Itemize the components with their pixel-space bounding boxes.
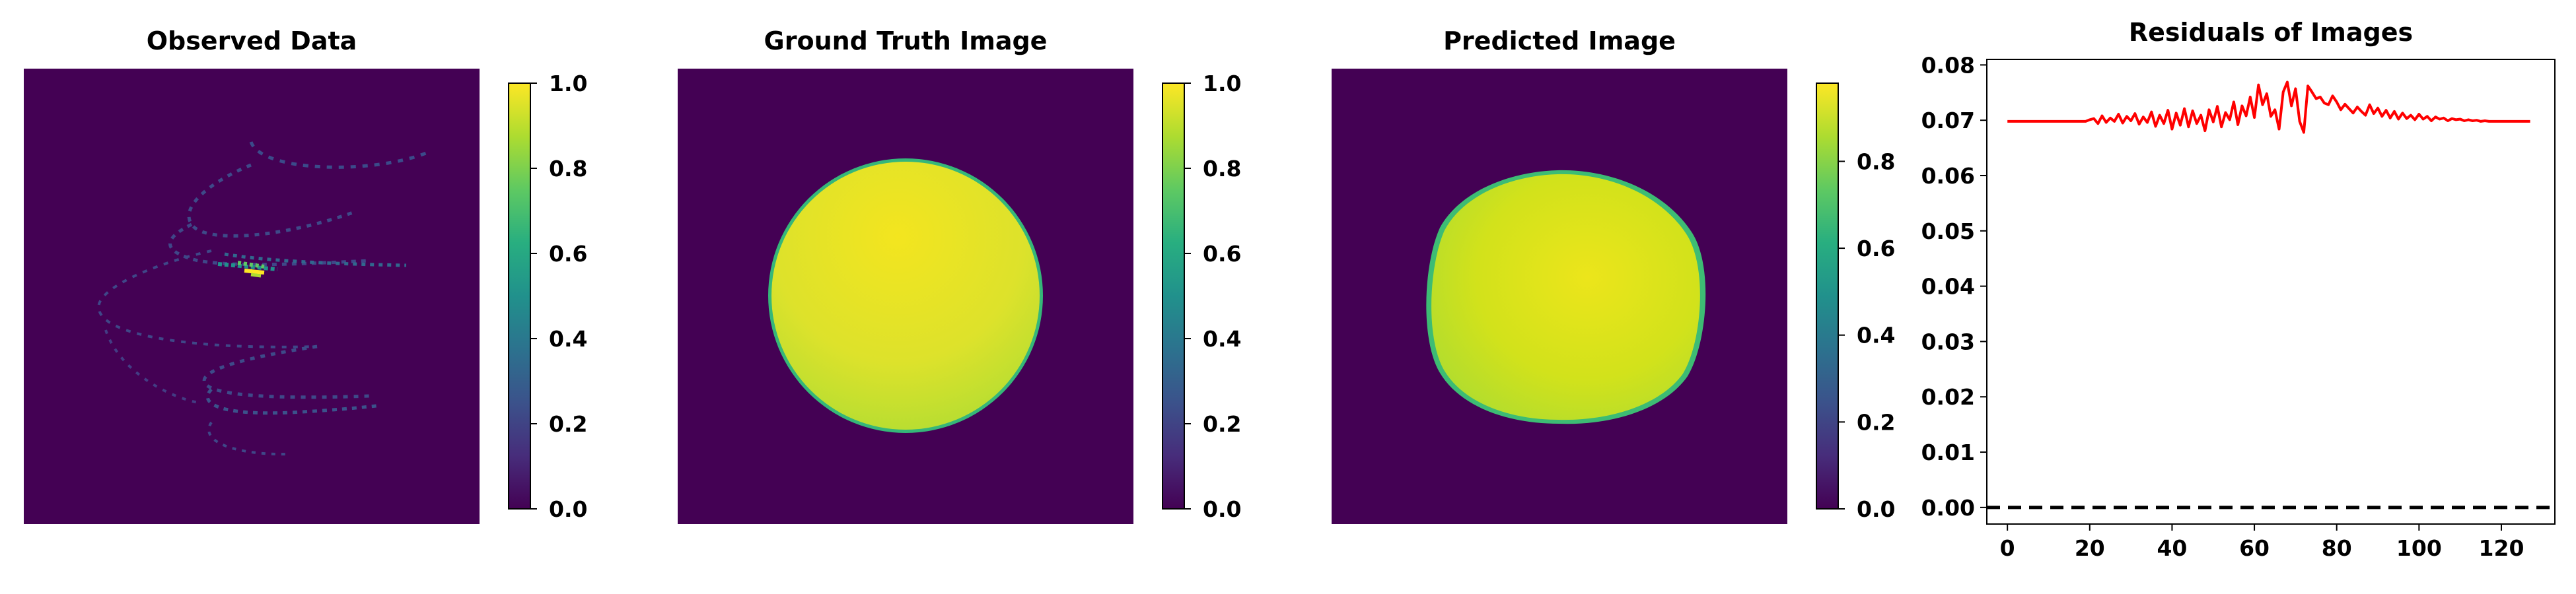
colorbar-tick-label: 1.0: [1203, 71, 1241, 96]
residual-series-line: [2007, 81, 2530, 134]
y-tick-label: 0.07: [1921, 108, 1975, 133]
panel-residuals: Residuals of Images 0 20 40 60 80 100 1200.000…: [1921, 18, 2556, 561]
panel-title: Observed Data: [147, 26, 357, 55]
colorbar-ticks: 0.0 0.2 0.4 0.6 0.8 1.0: [530, 71, 587, 522]
y-tick-label: 0.02: [1921, 384, 1975, 410]
colorbar-ticks: 0.0 0.2 0.4 0.6 0.8: [1838, 148, 1895, 522]
colorbar-tick-label: 0.6: [1857, 236, 1895, 261]
colorbar-tick-label: 0.6: [549, 241, 587, 267]
y-tick-label: 0.00: [1921, 495, 1975, 521]
panel-title: Residuals of Images: [2129, 18, 2413, 47]
panel-observed: Observed Data 0.0 0.2 0.4 0.6 0.8 1.0: [24, 26, 587, 524]
colorbar-tick-label: 0.2: [1203, 411, 1241, 437]
panel-title: Ground Truth Image: [764, 26, 1048, 55]
y-tick-label: 0.03: [1921, 329, 1975, 354]
colorbar-tick-label: 0.8: [549, 156, 587, 182]
panel-title: Predicted Image: [1443, 26, 1676, 55]
colorbar-tick-label: 0.8: [1203, 156, 1241, 182]
colorbar-ticks: 0.0 0.2 0.4 0.6 0.8 1.0: [1184, 71, 1241, 522]
heatmap-background: [24, 69, 480, 524]
x-tick-label: 0: [2000, 535, 2015, 561]
x-tick-label: 20: [2075, 535, 2105, 561]
residual-plot-area: 0 20 40 60 80 100 120 0.00 0.01 0.02 0.03 0.04 0.05 0…: [1921, 52, 2555, 561]
colorbar: [1816, 82, 1839, 510]
x-tick-label: 40: [2157, 535, 2187, 561]
colorbar-tick-label: 0.0: [1203, 496, 1241, 522]
colorbar: [1162, 82, 1185, 510]
colorbar-tick-label: 0.4: [1857, 323, 1895, 348]
colorbar-tick-label: 0.0: [549, 496, 587, 522]
x-tick-label: 100: [2396, 535, 2442, 561]
disk: [1431, 174, 1700, 420]
panel-ground-truth: Ground Truth Image 0.0 0.2 0.4 0.6 0.8 1.0: [678, 26, 1241, 524]
colorbar-tick-label: 0.2: [1857, 409, 1895, 435]
y-tick-label: 0.01: [1921, 440, 1975, 465]
helix-trace: [97, 141, 427, 456]
panel-predicted: Predicted Image 0.0 0.2 0.4 0.6 0.8: [1332, 26, 1895, 524]
colorbar-tick-label: 0.8: [1857, 148, 1895, 174]
colorbar-tick-label: 0.4: [1203, 326, 1241, 352]
disk: [771, 162, 1040, 430]
y-tick-label: 0.04: [1921, 274, 1975, 300]
colorbar-tick-label: 0.2: [549, 411, 587, 437]
y-tick-label: 0.06: [1921, 163, 1975, 189]
x-tick-label: 80: [2322, 535, 2352, 561]
colorbar-tick-label: 1.0: [549, 71, 587, 96]
colorbar-tick-label: 0.6: [1203, 241, 1241, 267]
colorbar-tick-label: 0.0: [1857, 496, 1895, 522]
y-tick-label: 0.05: [1921, 218, 1975, 244]
x-tick-label: 60: [2239, 535, 2270, 561]
colorbar: [508, 82, 531, 510]
x-tick-label: 120: [2479, 535, 2524, 561]
colorbar-tick-label: 0.4: [549, 326, 587, 352]
y-tick-label: 0.08: [1921, 52, 1975, 78]
axes-frame: [1986, 59, 2556, 525]
